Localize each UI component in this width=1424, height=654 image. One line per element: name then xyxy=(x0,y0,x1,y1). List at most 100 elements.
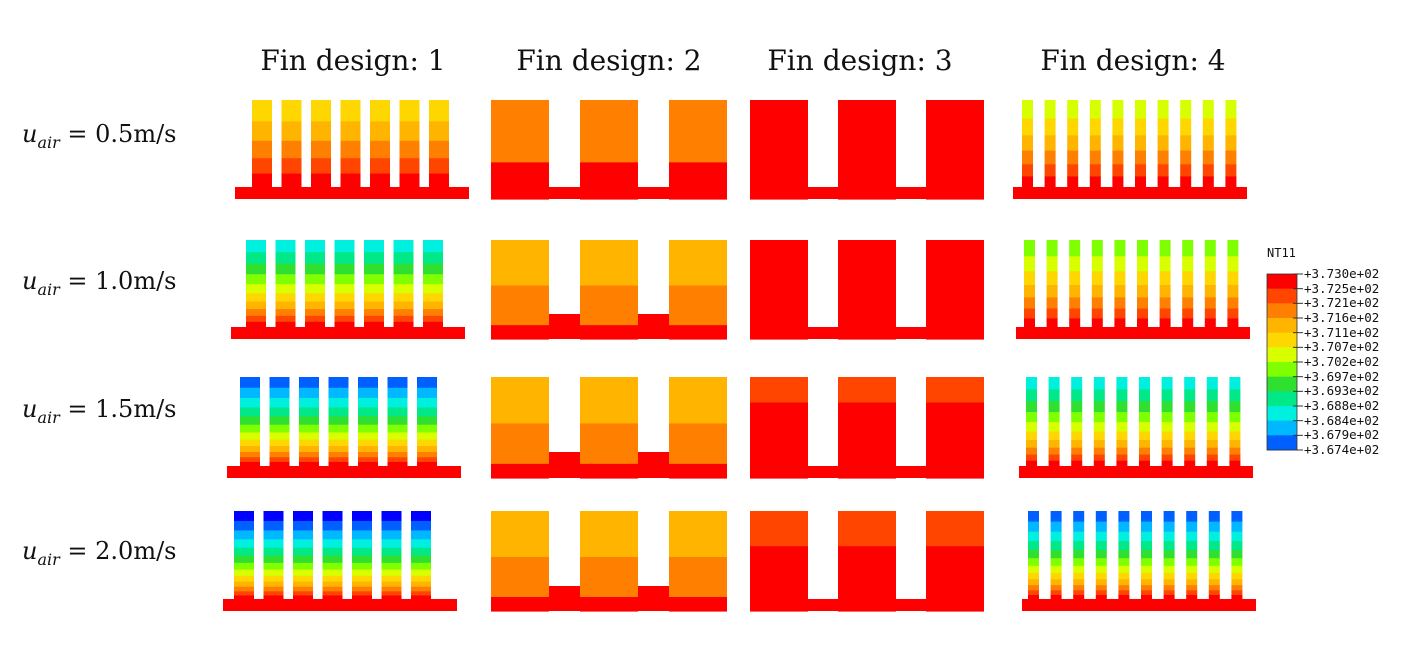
fin-band xyxy=(263,575,284,583)
fin-band xyxy=(364,263,384,275)
fin-band xyxy=(322,575,343,583)
fin-band xyxy=(252,121,272,142)
legend-label: +3.688e+02 xyxy=(1304,398,1380,413)
fin-band xyxy=(1050,572,1062,580)
fin-band xyxy=(1073,565,1085,574)
fin-band xyxy=(1204,297,1216,310)
fin-band xyxy=(1048,401,1060,413)
fin-band xyxy=(926,546,984,612)
fin-band xyxy=(1157,164,1169,178)
fin-band xyxy=(491,325,549,340)
fin-band xyxy=(334,252,355,265)
fin-base xyxy=(638,187,670,199)
fin-band xyxy=(1206,377,1218,391)
fin-band xyxy=(252,100,272,123)
fin-band xyxy=(838,100,896,200)
fin-band xyxy=(352,569,372,577)
fin-band xyxy=(411,569,431,577)
fin-band xyxy=(411,586,431,592)
fin-band xyxy=(1050,549,1062,559)
legend-label: +3.684e+02 xyxy=(1304,412,1380,428)
fin-band xyxy=(423,284,443,294)
fin-band xyxy=(1114,297,1126,310)
fin-band xyxy=(1089,100,1101,120)
legend-swatch xyxy=(1267,288,1297,304)
fin-band xyxy=(263,539,284,549)
fin-band xyxy=(387,407,408,418)
fin-band xyxy=(1186,590,1198,596)
fin-band xyxy=(1161,389,1173,402)
fin-band xyxy=(1141,594,1152,600)
fin-band xyxy=(669,423,727,465)
fin-band xyxy=(1135,135,1146,152)
fin-band xyxy=(370,173,390,188)
fin-base xyxy=(638,452,670,478)
fin-band xyxy=(263,562,284,571)
fin-band xyxy=(1118,572,1130,580)
fin-base xyxy=(1019,466,1253,478)
fin-band xyxy=(1139,447,1150,456)
fin-band xyxy=(491,285,549,326)
fin-band xyxy=(926,100,984,200)
fin-band xyxy=(1225,176,1237,188)
fin-band xyxy=(669,162,727,200)
fin-band xyxy=(1161,454,1173,462)
fin-band xyxy=(1050,521,1062,533)
fin-band xyxy=(1135,100,1146,120)
fin-band xyxy=(417,377,437,389)
fin-band xyxy=(1091,297,1103,310)
fin-band xyxy=(1163,572,1175,580)
fin-band xyxy=(1026,439,1037,449)
fin-band xyxy=(1186,572,1198,580)
fin-band xyxy=(1089,164,1101,178)
legend-swatch xyxy=(1267,318,1297,334)
fin-band xyxy=(358,451,378,458)
fin-band xyxy=(1050,511,1062,523)
fin-base xyxy=(549,187,581,199)
fin-band xyxy=(240,432,260,441)
fin-band xyxy=(1208,590,1220,596)
fin-band xyxy=(580,285,638,326)
fin-band xyxy=(234,562,254,571)
legend-label: +3.674e+02 xyxy=(1304,442,1380,457)
fin-band xyxy=(1067,118,1079,136)
fin-band xyxy=(246,263,266,275)
fin-band xyxy=(1204,256,1216,272)
fin-base xyxy=(227,466,461,478)
fin-band xyxy=(399,173,420,188)
fin-band xyxy=(352,595,372,600)
fin-band xyxy=(1208,565,1220,574)
fin-band xyxy=(1141,590,1152,596)
fin-band xyxy=(1161,431,1173,441)
fin-band xyxy=(269,439,290,447)
fin-band xyxy=(293,586,313,592)
fin-band xyxy=(1141,521,1152,533)
fin-band xyxy=(393,252,414,265)
fin-band xyxy=(1161,439,1173,449)
fin-band xyxy=(1091,285,1103,299)
fin-band xyxy=(750,402,808,479)
legend-swatch xyxy=(1267,391,1297,407)
fin-band xyxy=(1028,558,1039,567)
fin-band xyxy=(293,511,313,522)
fin-band xyxy=(417,432,437,441)
fin-band xyxy=(1050,585,1062,591)
fin-band xyxy=(1180,135,1192,152)
fin-band xyxy=(1118,594,1130,600)
fin-band xyxy=(1231,579,1243,586)
fin-band xyxy=(1186,549,1198,559)
fin-base xyxy=(231,327,465,339)
fin-band xyxy=(240,461,260,467)
fin-band xyxy=(1182,297,1194,310)
fin-band xyxy=(580,597,638,612)
fin-base xyxy=(896,327,927,339)
legend-label: +3.697e+02 xyxy=(1304,368,1380,384)
fin-band xyxy=(1161,447,1173,456)
fin-base xyxy=(235,187,469,199)
fin-band xyxy=(1093,460,1105,467)
fin-band xyxy=(275,293,296,303)
fin-band xyxy=(364,293,384,303)
fin-band xyxy=(1118,565,1130,574)
fin-band xyxy=(1137,308,1148,320)
fin-band xyxy=(370,121,390,142)
